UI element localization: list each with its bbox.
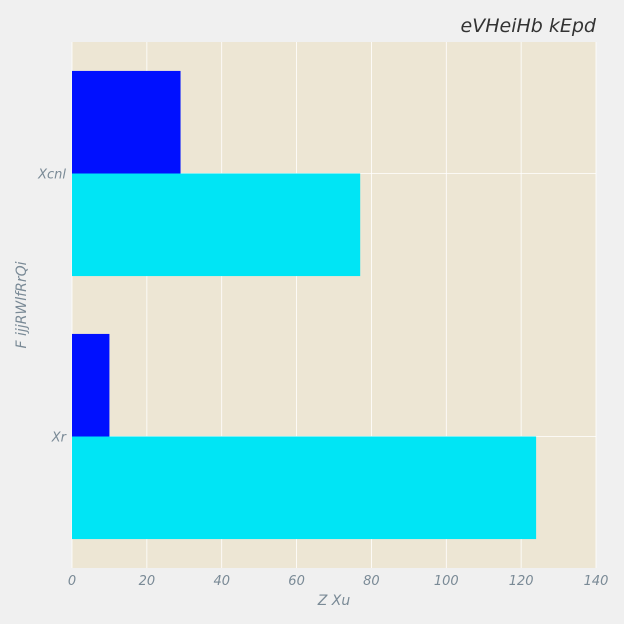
x-tick-label: 80 xyxy=(363,574,380,589)
axis-ticks: 0 20 40 60 80 100 120 140 Xr Xcnl xyxy=(37,168,608,590)
x-tick-label: 140 xyxy=(584,574,609,589)
y-axis-label: F ijjRWlfRrQi xyxy=(14,261,30,348)
x-tick-label: 40 xyxy=(213,574,230,589)
chart-title: eVHeiHb kEpd xyxy=(461,15,597,37)
x-tick-label: 100 xyxy=(434,574,459,589)
y-tick-label: Xr xyxy=(51,431,68,446)
bar-series2-Xr xyxy=(72,333,110,437)
x-tick-label: 120 xyxy=(509,574,534,589)
y-tick-label: Xcnl xyxy=(37,168,66,183)
x-axis-label: Z Xu xyxy=(317,593,351,609)
x-tick-label: 60 xyxy=(288,574,305,589)
bars xyxy=(72,70,537,540)
bar-series2-Xcnl xyxy=(72,70,181,174)
x-tick-label: 20 xyxy=(139,574,156,589)
bar-series1-Xr xyxy=(72,436,537,540)
bar-series1-Xcnl xyxy=(72,173,361,277)
x-tick-label: 0 xyxy=(68,574,76,589)
